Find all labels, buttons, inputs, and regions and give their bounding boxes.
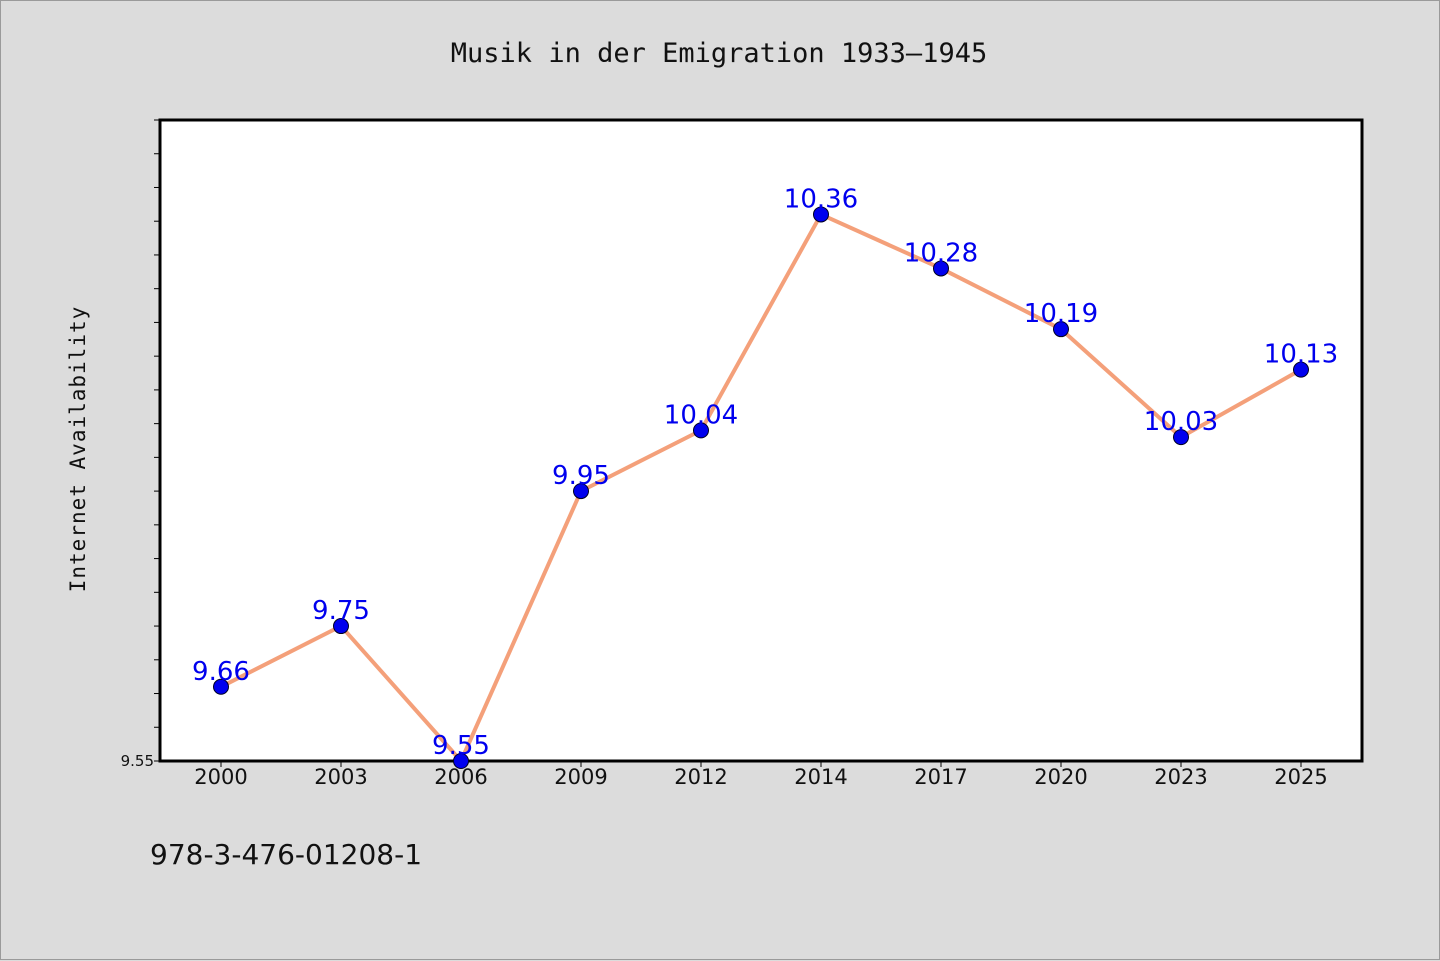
data-label: 10.03	[1144, 407, 1218, 437]
data-point	[933, 260, 949, 277]
data-label: 9.66	[192, 657, 250, 687]
data-label: 10.13	[1264, 340, 1338, 370]
data-label: 9.95	[552, 461, 610, 491]
x-tick-label: 2009	[554, 765, 607, 789]
x-axis-tick-labels: 2000 2003 2006 2009 2012 2014 2017 2020 2023 2025	[194, 765, 1327, 789]
data-point	[1053, 321, 1069, 338]
data-label: 9.55	[432, 731, 490, 761]
x-tick-label: 2025	[1274, 765, 1327, 789]
y-axis-ticks	[154, 119, 160, 762]
data-point	[453, 753, 469, 769]
series-line	[220, 212, 1302, 763]
data-point	[333, 618, 349, 635]
y-tick-label: 9.55	[121, 752, 154, 770]
data-point	[1293, 361, 1309, 378]
x-tick-label: 2023	[1154, 765, 1207, 789]
data-label: 9.75	[312, 596, 370, 626]
data-point	[1173, 429, 1189, 446]
data-label: 10.19	[1024, 299, 1098, 329]
data-point	[693, 422, 709, 439]
data-point	[213, 678, 229, 695]
series	[220, 212, 1302, 763]
data-label: 10.04	[664, 400, 738, 430]
x-tick-label: 2003	[314, 765, 367, 789]
data-label: 10.36	[784, 184, 858, 214]
x-tick-label: 2000	[194, 765, 247, 789]
plot-area	[158, 118, 1364, 763]
x-tick-label: 2012	[674, 765, 727, 789]
x-tick-label: 2020	[1034, 765, 1087, 789]
footer-isbn: 978-3-476-01208-1	[150, 838, 422, 871]
data-markers	[213, 206, 1309, 769]
data-labels: 9.66 9.75 9.55 9.95 10.04 10.36 10.28 10.19 10.0…	[192, 184, 1338, 761]
chart-title: Musik in der Emigration 1933–1945	[451, 38, 987, 69]
x-tick-label: 2014	[794, 765, 847, 789]
data-point	[813, 206, 829, 223]
y-axis-label: Internet Availability	[66, 306, 90, 593]
y-axis-tick-labels: 9.55	[121, 752, 154, 770]
data-point	[573, 483, 589, 500]
x-tick-label: 2017	[914, 765, 967, 789]
data-label: 10.28	[904, 238, 978, 268]
